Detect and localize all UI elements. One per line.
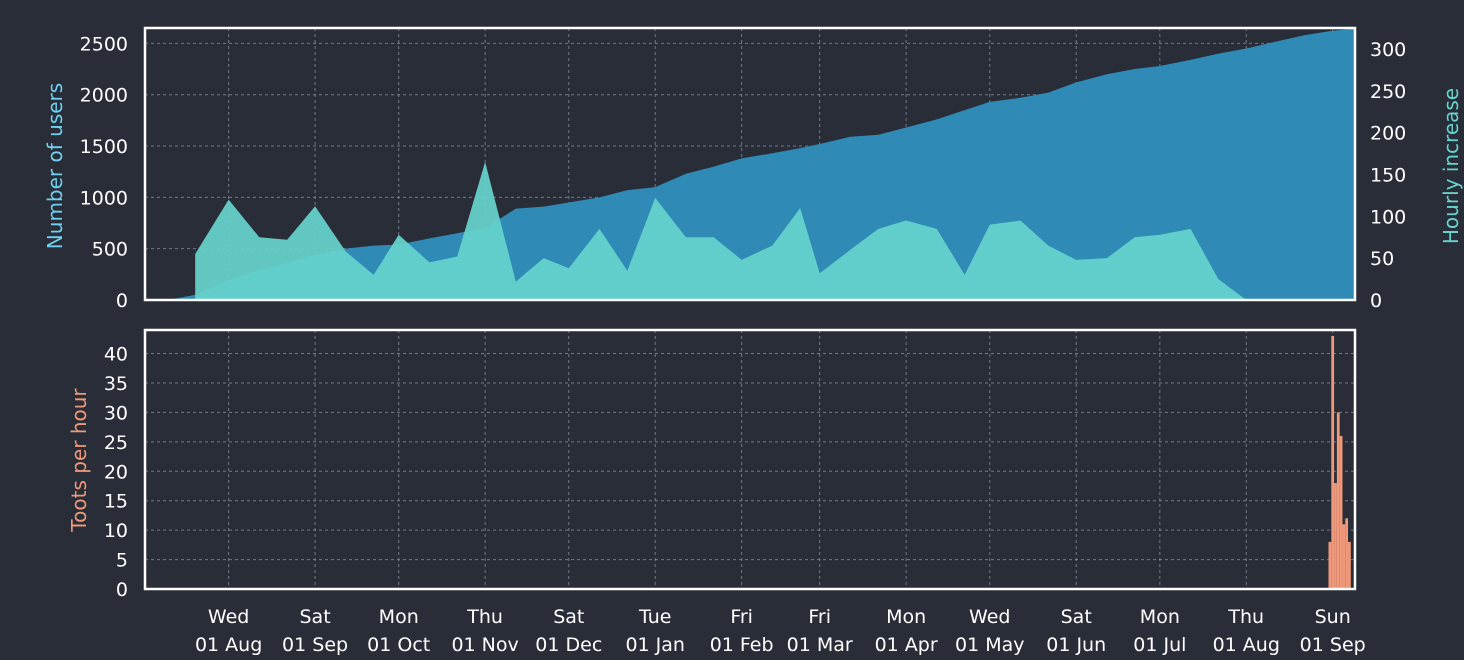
hourly-increase-axis-label: Hourly increase bbox=[1439, 88, 1463, 244]
top-y2-axis-ticks: 0 50 100 150 200 250 300 bbox=[1370, 39, 1406, 312]
top-panel-frame bbox=[143, 26, 1357, 302]
top-panel-areas bbox=[167, 29, 1355, 300]
bottom-panel-grid bbox=[145, 330, 1355, 590]
increase-tick-label: 150 bbox=[1370, 164, 1406, 186]
x-tick-weekday: Thu bbox=[466, 606, 503, 628]
x-tick-date: 01 Jun bbox=[1046, 634, 1106, 656]
increase-tick-label: 100 bbox=[1370, 206, 1406, 228]
users-tick-label: 1000 bbox=[80, 187, 128, 209]
x-tick-date: 01 Feb bbox=[710, 634, 774, 656]
increase-tick-label: 250 bbox=[1370, 81, 1406, 103]
x-tick-weekday: Sat bbox=[299, 606, 330, 628]
x-tick-date: 01 May bbox=[955, 634, 1025, 656]
increase-tick-label: 200 bbox=[1370, 123, 1406, 145]
toots-bar bbox=[1331, 335, 1335, 589]
x-tick-date: 01 Dec bbox=[535, 634, 602, 656]
users-tick-label: 500 bbox=[92, 239, 128, 261]
toots-tick-label: 40 bbox=[104, 344, 128, 366]
toots-bar bbox=[1348, 541, 1351, 589]
x-tick-date: 01 Jul bbox=[1133, 634, 1186, 656]
bottom-y-axis-ticks: 0 5 10 15 20 25 30 35 40 bbox=[104, 344, 128, 601]
x-tick-weekday: Wed bbox=[969, 606, 1010, 628]
increase-tick-label: 300 bbox=[1370, 39, 1406, 61]
top-y-axis-ticks: 0 500 1000 1500 2000 2500 bbox=[80, 33, 128, 312]
x-tick-weekday: Sat bbox=[553, 606, 584, 628]
x-axis-ticks: Wed 01 Aug Sat 01 Sep Mon 01 Oct Thu 01 Nov Sat 0… bbox=[195, 606, 1366, 656]
bottom-panel-frame bbox=[143, 328, 1357, 591]
x-tick-date: 01 Jan bbox=[625, 634, 685, 656]
bottom-panel-bars bbox=[1328, 335, 1351, 589]
users-tick-label: 0 bbox=[116, 290, 128, 312]
toots-tick-label: 25 bbox=[104, 432, 128, 454]
toots-tick-label: 15 bbox=[104, 491, 128, 513]
toots-tick-label: 35 bbox=[104, 373, 128, 395]
x-tick-weekday: Tue bbox=[638, 606, 671, 628]
toots-axis-label: Toots per hour bbox=[67, 388, 91, 533]
x-tick-date: 01 Nov bbox=[451, 634, 518, 656]
toots-bar bbox=[1342, 524, 1346, 589]
x-tick-date: 01 Aug bbox=[195, 634, 262, 656]
users-tick-label: 2500 bbox=[80, 33, 128, 55]
x-tick-weekday: Wed bbox=[208, 606, 249, 628]
increase-tick-label: 0 bbox=[1370, 290, 1382, 312]
x-tick-weekday: Sat bbox=[1061, 606, 1092, 628]
x-tick-weekday: Mon bbox=[379, 606, 419, 628]
x-tick-date: 01 Aug bbox=[1213, 634, 1280, 656]
toots-tick-label: 5 bbox=[116, 550, 128, 572]
x-tick-weekday: Mon bbox=[1140, 606, 1180, 628]
x-tick-date: 01 Sep bbox=[1300, 634, 1366, 656]
toots-tick-label: 0 bbox=[116, 579, 128, 601]
x-tick-date: 01 Apr bbox=[875, 634, 938, 656]
toots-bar bbox=[1336, 412, 1340, 589]
x-tick-date: 01 Mar bbox=[787, 634, 853, 656]
x-tick-weekday: Sun bbox=[1315, 606, 1351, 628]
toots-bar bbox=[1339, 435, 1343, 589]
hourly-increase-area bbox=[195, 161, 1330, 300]
x-tick-weekday: Fri bbox=[730, 606, 753, 628]
toots-bar bbox=[1334, 483, 1337, 589]
users-tick-label: 1500 bbox=[80, 136, 128, 158]
users-area bbox=[167, 29, 1355, 300]
toots-tick-label: 20 bbox=[104, 461, 128, 483]
toots-tick-label: 10 bbox=[104, 520, 128, 542]
increase-tick-label: 50 bbox=[1370, 248, 1394, 270]
x-tick-date: 01 Oct bbox=[367, 634, 430, 656]
users-tick-label: 2000 bbox=[80, 85, 128, 107]
toots-bar bbox=[1345, 518, 1349, 589]
toots-bar bbox=[1328, 541, 1332, 589]
x-tick-weekday: Thu bbox=[1227, 606, 1264, 628]
users-axis-label: Number of users bbox=[43, 83, 67, 249]
x-tick-weekday: Fri bbox=[808, 606, 831, 628]
x-tick-weekday: Mon bbox=[886, 606, 926, 628]
toots-tick-label: 30 bbox=[104, 402, 128, 424]
x-tick-date: 01 Sep bbox=[282, 634, 348, 656]
